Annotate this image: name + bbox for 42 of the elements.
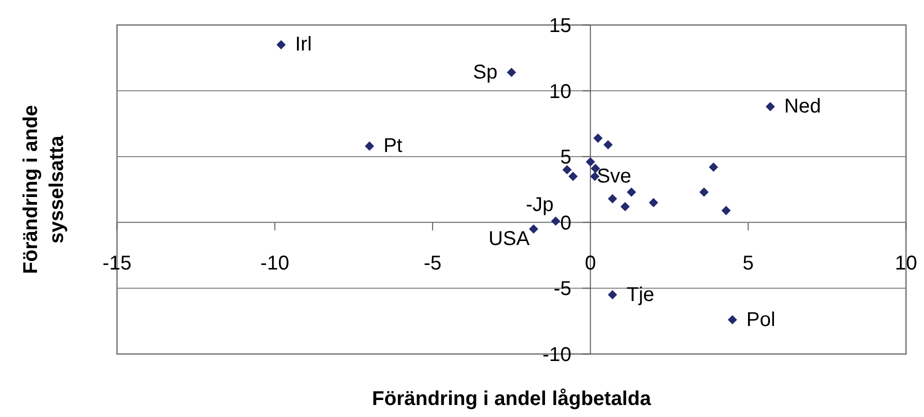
x-tick-label: -5 — [424, 252, 442, 274]
point — [766, 102, 775, 112]
point — [620, 202, 630, 212]
x-tick-label: -10 — [260, 252, 290, 274]
point — [562, 165, 572, 174]
point — [593, 134, 603, 143]
x-tick-label: 5 — [742, 252, 754, 274]
point — [603, 140, 613, 150]
point — [551, 216, 560, 226]
point — [608, 290, 618, 300]
annotation: Sve — [596, 165, 632, 188]
x-axis-title: Förändring i andel lågbetalda — [372, 388, 652, 410]
annotation: -Jp — [526, 194, 554, 216]
point — [528, 224, 538, 234]
y-axis-title: Förändring i ande sysselsatta — [20, 105, 68, 274]
point — [276, 40, 286, 50]
point — [708, 162, 718, 172]
point — [608, 194, 618, 204]
annotation: Irl — [295, 34, 312, 56]
point — [728, 315, 738, 324]
annotation: Pol — [746, 308, 776, 331]
y-tick-label: -10 — [542, 344, 572, 366]
annotation: Pt — [383, 135, 403, 158]
y-tick-label: 10 — [549, 80, 572, 103]
point — [648, 198, 658, 208]
x-tick-label: -15 — [102, 252, 132, 274]
annotation: Tje — [626, 284, 654, 306]
point — [506, 68, 516, 78]
y-tick-label: 15 — [549, 15, 572, 37]
y-tick-label: 0 — [560, 212, 572, 234]
y-tick-label: 5 — [560, 146, 572, 169]
point — [721, 206, 731, 216]
annotation: USA — [488, 228, 530, 250]
point — [568, 172, 578, 181]
point — [626, 187, 636, 197]
point — [586, 157, 596, 167]
annotation: Ned — [784, 96, 821, 118]
point — [699, 187, 709, 197]
x-tick-label: 10 — [894, 252, 918, 274]
y-tick-label: -5 — [554, 278, 572, 300]
annotation: Sp — [473, 61, 498, 84]
point — [364, 141, 374, 151]
